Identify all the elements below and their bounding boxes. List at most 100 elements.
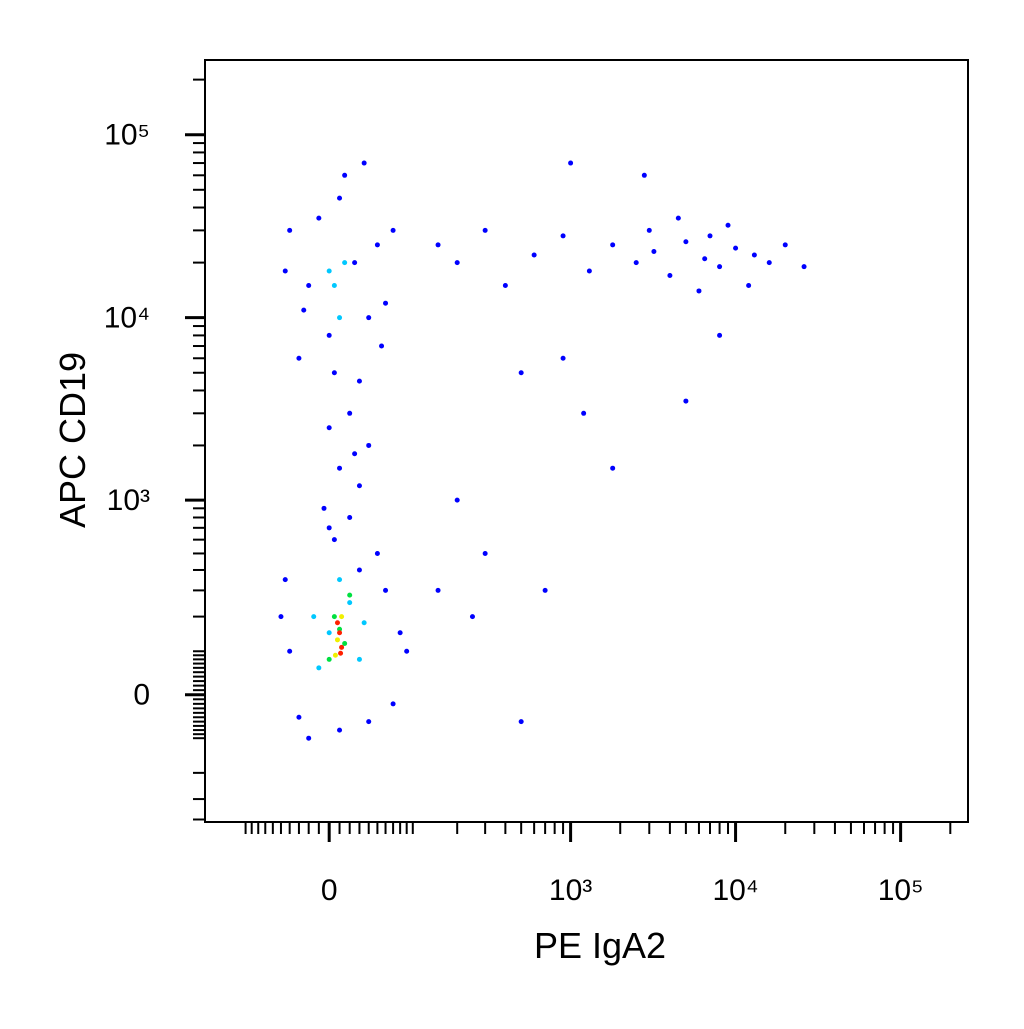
data-point [733, 245, 739, 251]
data-point [390, 701, 396, 707]
data-point [581, 410, 587, 416]
data-point [339, 614, 345, 620]
data-point [390, 227, 396, 233]
data-point [542, 587, 548, 593]
y-tick-label: 10⁴ [104, 302, 150, 335]
data-point [347, 514, 353, 520]
data-point [397, 630, 403, 636]
data-point [282, 577, 288, 583]
data-point [337, 195, 343, 201]
data-point [361, 160, 367, 166]
data-point [586, 268, 592, 274]
data-point [326, 268, 332, 274]
data-point [374, 550, 380, 556]
data-point [356, 567, 362, 573]
data-point [321, 505, 327, 511]
data-point [337, 465, 343, 471]
data-point [725, 222, 731, 228]
data-point [296, 714, 302, 720]
data-point [356, 378, 362, 384]
data-point [316, 215, 322, 221]
data-point [469, 614, 475, 620]
data-point [301, 307, 307, 313]
data-point [675, 215, 681, 221]
plot-frame [204, 59, 969, 823]
data-point [374, 242, 380, 248]
data-point [342, 260, 348, 266]
data-point [560, 233, 566, 239]
data-point [696, 288, 702, 294]
data-point [366, 315, 372, 321]
data-point [326, 525, 332, 531]
data-point [306, 282, 312, 288]
data-point [568, 160, 574, 166]
data-point [782, 242, 788, 248]
data-point [342, 641, 348, 647]
data-point [751, 252, 757, 258]
data-point [717, 332, 723, 338]
data-point [435, 242, 441, 248]
data-point [641, 172, 647, 178]
data-point [454, 497, 460, 503]
data-point [352, 260, 358, 266]
data-point [707, 233, 713, 239]
x-tick-label: 10³ [549, 874, 592, 907]
data-point [338, 650, 344, 656]
data-point [287, 227, 293, 233]
data-point [531, 252, 537, 258]
data-point [326, 630, 332, 636]
data-point [287, 648, 293, 654]
data-point [482, 550, 488, 556]
data-point [404, 648, 410, 654]
y-tick-label: 10³ [107, 484, 150, 517]
data-point [560, 355, 566, 361]
data-point [326, 332, 332, 338]
data-point [801, 264, 807, 270]
data-point [331, 614, 337, 620]
x-tick-label: 10⁵ [878, 874, 924, 907]
data-point [311, 614, 317, 620]
x-axis-label: PE IgA2 [534, 925, 666, 966]
data-point [337, 315, 343, 321]
data-point [646, 227, 652, 233]
data-point [342, 172, 348, 178]
data-point [683, 398, 689, 404]
x-tick-label: 0 [321, 874, 338, 907]
data-point [667, 273, 673, 279]
x-tick-label: 10⁴ [712, 874, 758, 907]
data-point [383, 300, 389, 306]
y-tick-label: 0 [133, 679, 150, 712]
data-point [366, 719, 372, 725]
data-point [306, 735, 312, 741]
data-point [331, 282, 337, 288]
data-point [316, 665, 322, 671]
data-point [435, 587, 441, 593]
data-point [717, 264, 723, 270]
data-point [347, 592, 353, 598]
data-point [366, 442, 372, 448]
data-point [651, 248, 657, 254]
data-point [356, 483, 362, 489]
data-point [379, 343, 385, 349]
data-point [361, 620, 367, 626]
data-point [347, 600, 353, 606]
data-point [352, 451, 358, 457]
data-point [633, 260, 639, 266]
data-point [278, 614, 284, 620]
data-point [518, 370, 524, 376]
data-point [702, 256, 708, 262]
data-point [332, 652, 338, 658]
data-point [296, 355, 302, 361]
data-point [337, 577, 343, 583]
data-point [331, 537, 337, 543]
data-point [334, 637, 340, 643]
data-point [326, 425, 332, 431]
data-point [334, 620, 340, 626]
data-point [356, 656, 362, 662]
data-point [282, 268, 288, 274]
data-point [383, 587, 389, 593]
y-axis-label: APC CD19 [52, 352, 93, 528]
data-point [502, 282, 508, 288]
data-point [610, 242, 616, 248]
data-point [683, 239, 689, 245]
